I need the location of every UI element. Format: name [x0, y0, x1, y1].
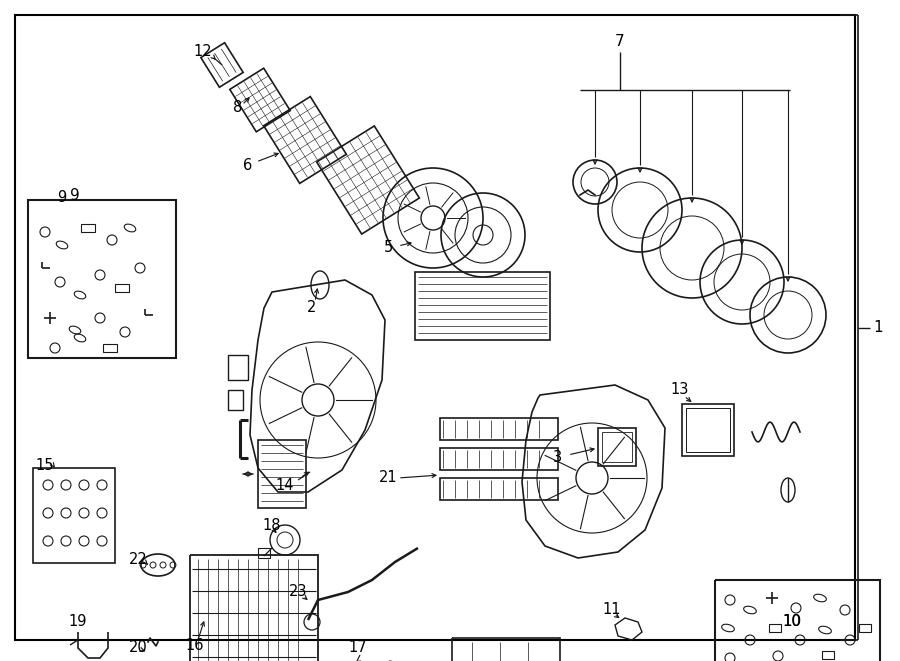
- Text: 20: 20: [129, 641, 148, 656]
- Text: 22: 22: [129, 553, 148, 568]
- Bar: [598, 428, 636, 466]
- Text: 13: 13: [670, 383, 689, 397]
- Bar: [415, 272, 550, 340]
- Bar: [258, 440, 306, 508]
- Text: 8: 8: [233, 100, 243, 116]
- Text: 3: 3: [554, 451, 562, 465]
- Text: 11: 11: [603, 602, 621, 617]
- Bar: [103, 344, 117, 352]
- Bar: [258, 548, 270, 558]
- Text: 18: 18: [263, 518, 281, 533]
- Bar: [859, 624, 871, 632]
- Bar: [33, 468, 115, 563]
- Text: 9: 9: [70, 188, 80, 202]
- Text: 23: 23: [289, 584, 307, 600]
- Text: 1: 1: [873, 321, 883, 336]
- Text: 9: 9: [58, 190, 67, 206]
- Bar: [822, 651, 834, 659]
- Bar: [682, 404, 734, 456]
- Bar: [440, 448, 558, 470]
- Text: 21: 21: [379, 471, 397, 485]
- Bar: [602, 432, 632, 462]
- Bar: [686, 408, 730, 452]
- Text: 17: 17: [348, 641, 367, 656]
- Text: 12: 12: [194, 44, 212, 59]
- Text: 10: 10: [782, 615, 802, 629]
- Text: 2: 2: [307, 301, 317, 315]
- Bar: [228, 390, 243, 410]
- Bar: [190, 555, 318, 661]
- Bar: [28, 200, 176, 358]
- Bar: [440, 478, 558, 500]
- Text: 15: 15: [36, 457, 54, 473]
- Text: 14: 14: [275, 477, 294, 492]
- Text: 16: 16: [185, 637, 204, 652]
- Bar: [715, 580, 880, 661]
- Bar: [115, 284, 129, 292]
- Text: 6: 6: [243, 157, 253, 173]
- Bar: [81, 224, 95, 232]
- Text: 7: 7: [616, 34, 625, 50]
- Bar: [228, 355, 248, 380]
- Text: 10: 10: [783, 615, 801, 629]
- Text: 5: 5: [383, 241, 392, 256]
- Text: 19: 19: [68, 615, 87, 629]
- Bar: [440, 418, 558, 440]
- Bar: [769, 624, 781, 632]
